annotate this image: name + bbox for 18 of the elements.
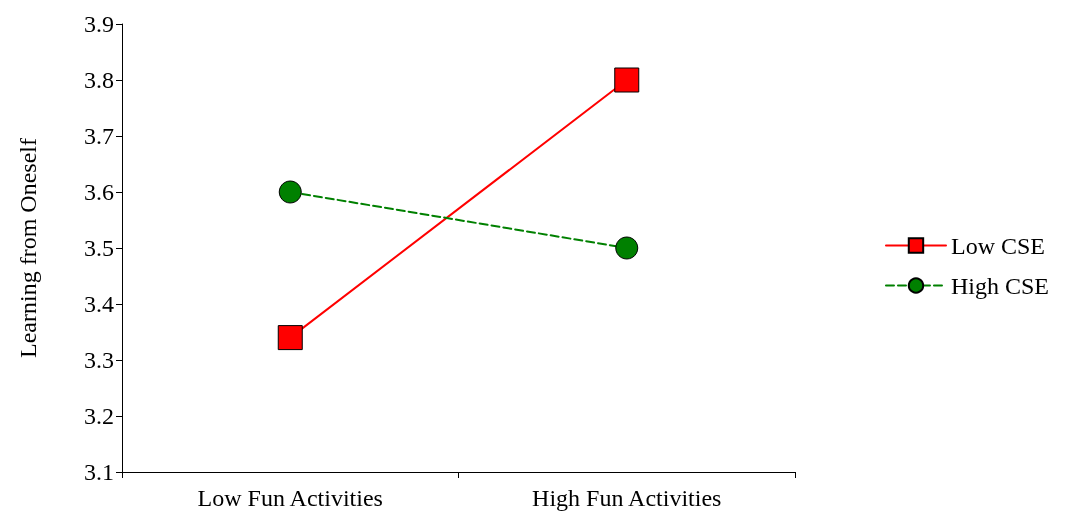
- y-tick-label: 3.2: [84, 403, 114, 429]
- y-tick-label: 3.9: [84, 11, 114, 37]
- legend-label: Low CSE: [950, 232, 1045, 259]
- point: [277, 325, 303, 351]
- x-tick-label: High Fun Activities: [532, 485, 722, 511]
- y-axis-title: Learning from Oneself: [15, 138, 41, 358]
- y-tick-label: 3.3: [84, 347, 114, 373]
- y-tick-label: 3.7: [84, 123, 114, 149]
- point: [615, 236, 639, 260]
- y-tick-label: 3.8: [84, 67, 114, 93]
- x-tick-label: Low Fun Activities: [197, 485, 383, 511]
- point: [614, 67, 640, 93]
- point: [278, 180, 302, 204]
- y-tick-label: 3.6: [84, 179, 114, 205]
- y-tick-label: 3.4: [84, 291, 114, 317]
- legend-label: High CSE: [950, 272, 1049, 299]
- y-tick-label: 3.5: [84, 235, 114, 261]
- y-tick-label: 3.1: [84, 459, 114, 485]
